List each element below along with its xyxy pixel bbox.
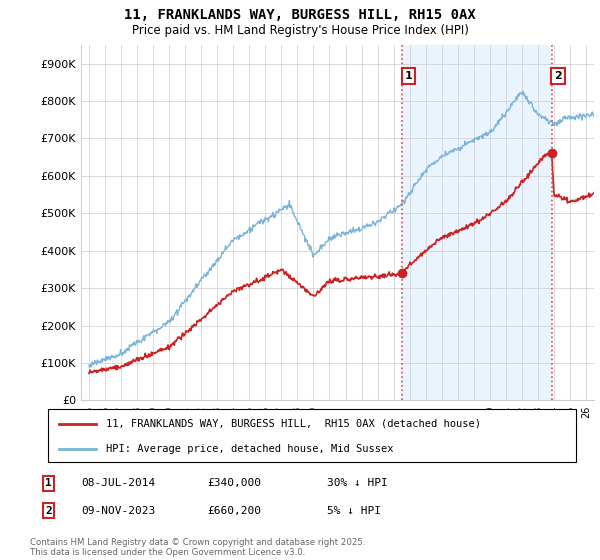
Text: 08-JUL-2014: 08-JUL-2014 (81, 478, 155, 488)
Text: 1: 1 (45, 478, 52, 488)
Text: 5% ↓ HPI: 5% ↓ HPI (327, 506, 381, 516)
Text: 2: 2 (554, 71, 562, 81)
Text: HPI: Average price, detached house, Mid Sussex: HPI: Average price, detached house, Mid … (106, 444, 394, 454)
Text: 11, FRANKLANDS WAY, BURGESS HILL, RH15 0AX: 11, FRANKLANDS WAY, BURGESS HILL, RH15 0… (124, 8, 476, 22)
Bar (402, 45, 551, 400)
Text: 11, FRANKLANDS WAY, BURGESS HILL,  RH15 0AX (detached house): 11, FRANKLANDS WAY, BURGESS HILL, RH15 0… (106, 419, 481, 429)
Text: 2: 2 (45, 506, 52, 516)
Text: Contains HM Land Registry data © Crown copyright and database right 2025.
This d: Contains HM Land Registry data © Crown c… (30, 538, 365, 557)
Text: 1: 1 (404, 71, 412, 81)
FancyBboxPatch shape (48, 409, 576, 462)
Text: Price paid vs. HM Land Registry's House Price Index (HPI): Price paid vs. HM Land Registry's House … (131, 24, 469, 36)
Text: 30% ↓ HPI: 30% ↓ HPI (327, 478, 388, 488)
Text: £660,200: £660,200 (207, 506, 261, 516)
Text: 09-NOV-2023: 09-NOV-2023 (81, 506, 155, 516)
Text: £340,000: £340,000 (207, 478, 261, 488)
